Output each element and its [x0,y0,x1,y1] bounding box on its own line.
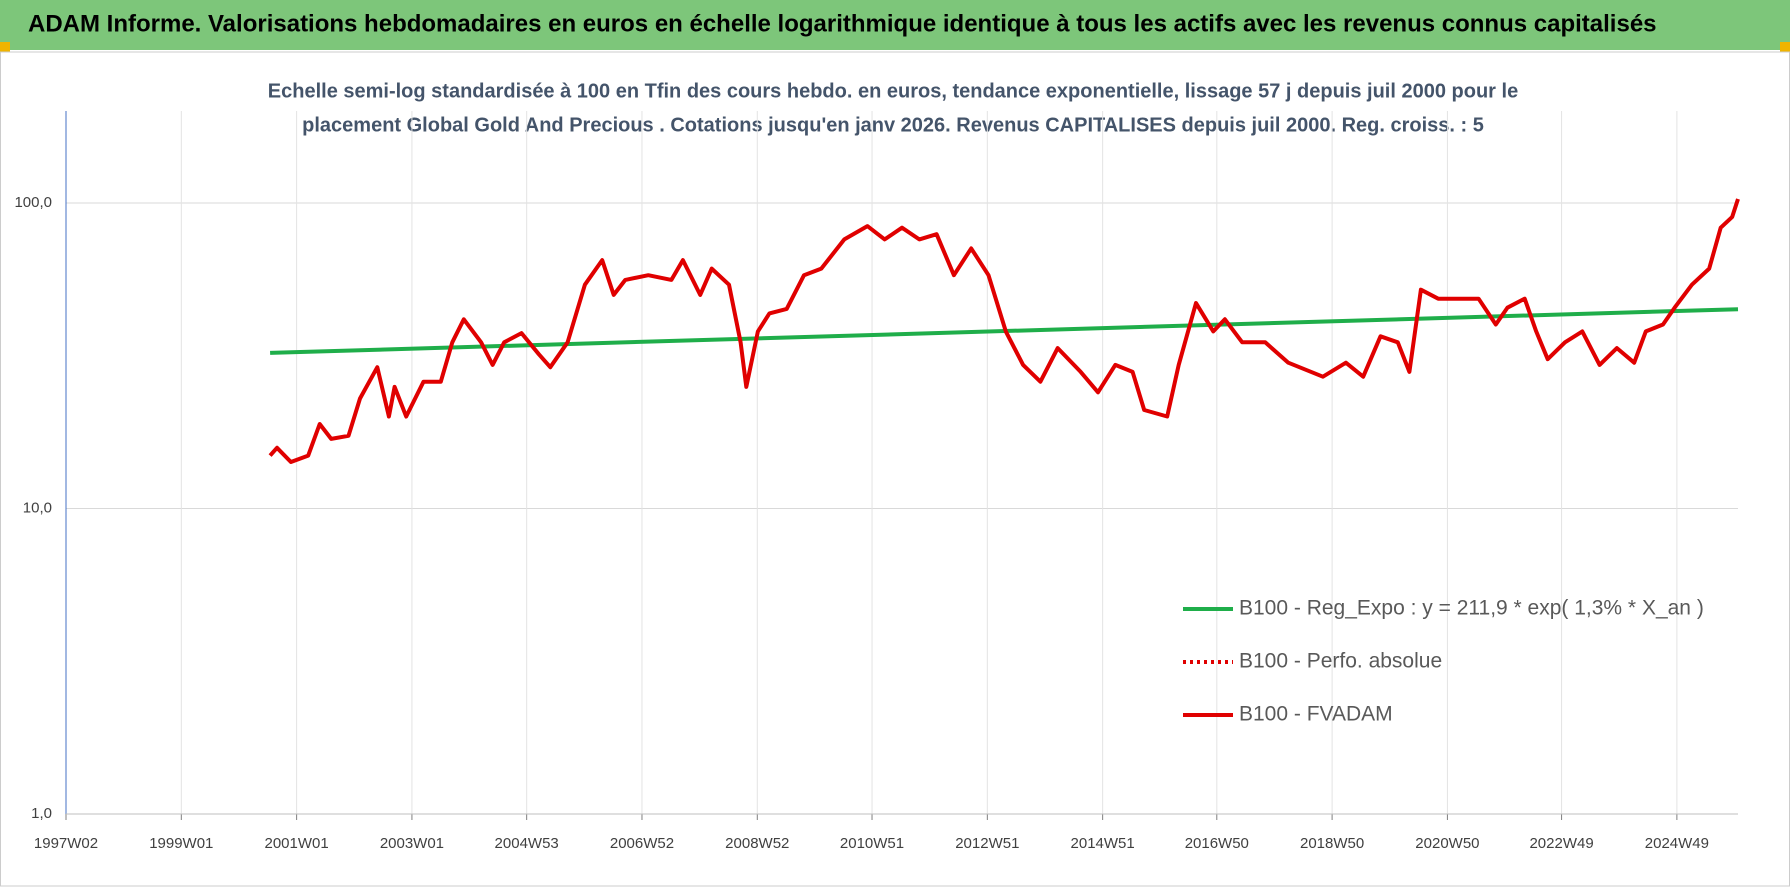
x-tick-label: 1997W02 [34,835,98,852]
x-tick-label: 2003W01 [380,835,444,852]
x-tick-label: 2012W51 [955,835,1019,852]
legend-label: B100 - Perfo. absolue [1239,650,1442,673]
chart-title: Echelle semi-log standardisée à 100 en T… [268,80,1518,102]
legend-label: B100 - Reg_Expo : y = 211,9 * exp( 1,3% … [1239,597,1704,620]
y-tick-label: 100,0 [14,194,52,211]
x-tick-label: 1999W01 [149,835,213,852]
frame [0,51,1790,887]
x-tick-label: 2018W50 [1300,835,1364,852]
x-tick-label: 2014W51 [1071,835,1135,852]
corner [0,42,10,52]
y-tick-label: 10,0 [23,499,52,516]
banner-title: ADAM Informe. Valorisations hebdomadaire… [28,10,1657,37]
x-tick-label: 2020W50 [1415,835,1479,852]
x-tick-label: 2006W52 [610,835,674,852]
banner [0,0,1790,50]
x-tick-label: 2016W50 [1185,835,1249,852]
x-tick-label: 2010W51 [840,835,904,852]
x-tick-label: 2024W49 [1645,835,1709,852]
y-tick-label: 1,0 [31,805,52,822]
x-tick-label: 2001W01 [265,835,329,852]
legend-label: B100 - FVADAM [1239,703,1393,726]
x-tick-label: 2008W52 [725,835,789,852]
series-line [268,198,1740,464]
chart-title: placement Global Gold And Precious . Cot… [302,114,1484,136]
x-tick-label: 2022W49 [1529,835,1593,852]
corner [1780,42,1790,52]
x-tick-label: 2004W53 [495,835,559,852]
